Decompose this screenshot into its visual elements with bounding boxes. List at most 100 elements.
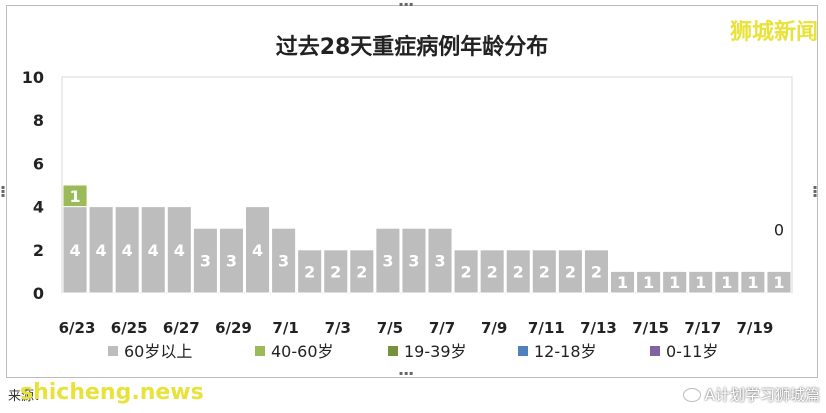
x-tick-label: 6/27 bbox=[163, 319, 200, 337]
bar-segment bbox=[401, 227, 427, 294]
x-tick-label: 7/11 bbox=[528, 319, 565, 337]
bar-value-label: 4 bbox=[122, 241, 133, 260]
y-tick-label: 8 bbox=[33, 111, 44, 130]
bar-value-label: 2 bbox=[591, 262, 602, 281]
x-tick-label: 7/19 bbox=[736, 319, 773, 337]
bar-segment bbox=[531, 249, 557, 294]
bar-segment bbox=[245, 206, 271, 294]
wechat-tag-label: A计划学习狮城篇 bbox=[704, 386, 820, 404]
bar-value-label: 1 bbox=[773, 273, 784, 292]
chart-frame: ▪▪▪ ▪▪▪ ▪ ▪ ▪ ▪ ▪ ▪ bbox=[1, 1, 819, 378]
y-tick-label: 2 bbox=[33, 241, 44, 260]
bar-value-label: 4 bbox=[174, 241, 185, 260]
bar-segment bbox=[688, 270, 714, 294]
bar-value-label: 4 bbox=[69, 241, 80, 260]
y-tick-label: 0 bbox=[33, 284, 44, 303]
x-tick-label: 7/5 bbox=[377, 319, 403, 337]
bar-segment bbox=[218, 227, 245, 294]
bar-value-label: 2 bbox=[513, 262, 524, 281]
bar-value-label: 2 bbox=[487, 262, 498, 281]
bar-value-label: 1 bbox=[721, 273, 732, 292]
legend-swatch bbox=[388, 346, 398, 356]
source-line: 来源： bbox=[8, 389, 48, 404]
bar-segment bbox=[766, 270, 792, 294]
bar-value-label: 3 bbox=[226, 252, 237, 271]
annotation-label: 0 bbox=[774, 220, 784, 239]
bar-segment bbox=[88, 206, 114, 294]
wechat-icon bbox=[682, 387, 701, 402]
bar-segment bbox=[583, 249, 610, 294]
x-tick-label: 7/13 bbox=[580, 319, 617, 337]
bar-segment bbox=[505, 249, 531, 294]
bar-segment bbox=[349, 249, 375, 294]
legend-swatch bbox=[650, 346, 660, 356]
bar-segment bbox=[740, 270, 766, 294]
bar-segment bbox=[192, 227, 218, 294]
resize-handle-left[interactable]: ▪ ▪ ▪ bbox=[1, 184, 7, 199]
bar-value-label: 4 bbox=[148, 241, 159, 260]
bar-value-label: 2 bbox=[304, 262, 315, 281]
bar-value-label: 1 bbox=[695, 273, 706, 292]
bar-value-label: 3 bbox=[278, 252, 289, 271]
x-tick-label: 7/17 bbox=[684, 319, 721, 337]
bar-segment bbox=[140, 206, 166, 294]
bar-segment bbox=[114, 206, 140, 294]
legend-swatch bbox=[255, 346, 265, 356]
x-tick-label: 7/7 bbox=[429, 319, 455, 337]
resize-handle-right[interactable]: ▪ ▪ ▪ bbox=[813, 184, 819, 199]
bar-segment bbox=[271, 227, 297, 294]
x-tick-label: 6/23 bbox=[59, 319, 96, 337]
legend-label: 19-39岁 bbox=[404, 342, 467, 361]
bar-value-label: 4 bbox=[96, 241, 107, 260]
bar-segment bbox=[479, 249, 505, 294]
bar-value-label: 1 bbox=[747, 273, 758, 292]
chart-title: 过去28天重症病例年龄分布 bbox=[276, 34, 549, 60]
x-tick-label: 7/9 bbox=[481, 319, 507, 337]
annotations: 0 bbox=[774, 220, 784, 239]
bar-value-label: 2 bbox=[356, 262, 367, 281]
bar-value-label: 2 bbox=[330, 262, 341, 281]
legend: 60岁以上 40-60岁 19-39岁 12-18岁 0-11岁 bbox=[108, 342, 718, 361]
bar-value-label: 3 bbox=[382, 252, 393, 271]
x-tick-label: 7/1 bbox=[272, 319, 298, 337]
legend-swatch bbox=[108, 346, 118, 356]
bar-segment bbox=[62, 184, 88, 208]
wechat-tag: A计划学习狮城篇 bbox=[682, 384, 820, 405]
bar-value-label: 1 bbox=[669, 273, 680, 292]
resize-handle-bottom[interactable]: ▪▪▪ bbox=[399, 370, 415, 377]
bar-segment bbox=[636, 270, 662, 294]
bar-segment bbox=[323, 249, 349, 294]
plot-area bbox=[61, 76, 793, 294]
y-tick-label: 4 bbox=[33, 198, 44, 217]
resize-handle-top[interactable]: ▪▪▪ bbox=[399, 1, 415, 8]
bar-segment bbox=[62, 206, 88, 294]
bar-value-label: 3 bbox=[408, 252, 419, 271]
legend-label: 12-18岁 bbox=[534, 342, 597, 361]
bar-value-label: 1 bbox=[617, 273, 628, 292]
legend-label: 60岁以上 bbox=[124, 342, 192, 361]
y-tick-label: 6 bbox=[33, 154, 44, 173]
x-axis: 6/23 6/25 6/27 6/29 7/1 7/3 7/5 7/7 7/9 7/11 7/13 7… bbox=[59, 319, 774, 337]
bar-value-label: 2 bbox=[565, 262, 576, 281]
legend-swatch bbox=[518, 346, 528, 356]
bar-segment bbox=[714, 270, 740, 294]
bar-value-label: 1 bbox=[643, 273, 654, 292]
bar-segment bbox=[427, 227, 453, 294]
y-tick-label: 10 bbox=[22, 68, 44, 87]
watermark-bottom: shicheng.news bbox=[20, 380, 204, 405]
bar-segment bbox=[453, 249, 479, 294]
watermark-top: 狮城新闻 bbox=[729, 20, 818, 45]
bar-segment bbox=[557, 249, 583, 294]
bar-value-label: 1 bbox=[69, 187, 80, 206]
bar-segment bbox=[610, 270, 636, 294]
bar-value-label: 3 bbox=[200, 252, 211, 271]
bar-value-label: 4 bbox=[252, 241, 263, 260]
legend-label: 40-60岁 bbox=[271, 342, 334, 361]
bar-value-label: 3 bbox=[434, 252, 445, 271]
bar-segment bbox=[375, 227, 401, 294]
x-tick-label: 7/3 bbox=[325, 319, 351, 337]
bar-segment bbox=[166, 206, 192, 294]
y-axis: 0 2 4 6 8 10 bbox=[22, 68, 44, 303]
